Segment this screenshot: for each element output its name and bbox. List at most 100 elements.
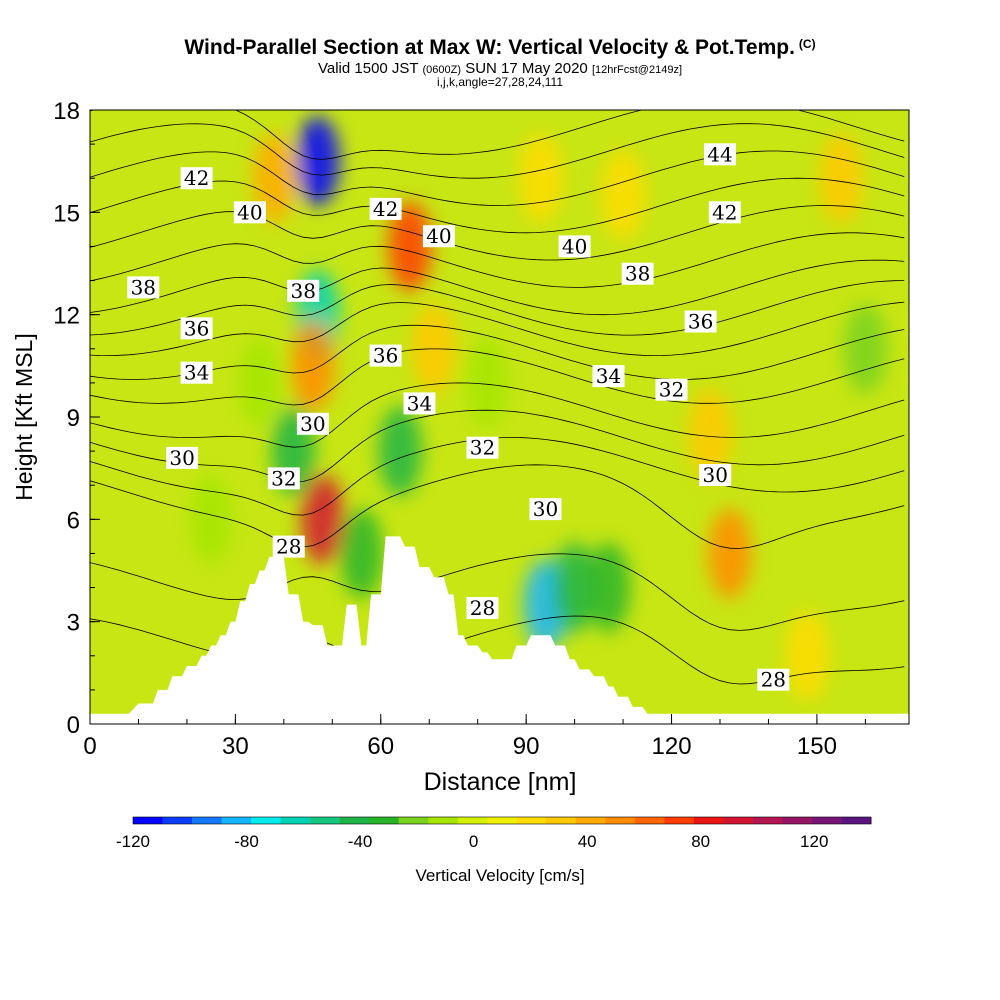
colorbar-tick-label: 80 [691,832,710,851]
colorbar-tick-label: 40 [578,832,597,851]
velocity-cell [688,389,733,480]
svg-text:38: 38 [625,262,650,286]
velocity-cell [378,406,422,497]
y-tick-label: 6 [67,507,80,534]
y-tick-label: 9 [67,405,80,432]
svg-text:34: 34 [596,364,621,388]
colorbar-swatch [752,817,783,824]
x-tick-label: 60 [367,733,394,760]
colorbar-swatch [487,817,518,824]
svg-text:30: 30 [169,446,194,470]
valid-time: Valid 1500 JST [317,60,419,77]
velocity-cell [300,474,345,565]
svg-text:30: 30 [300,412,325,436]
y-tick-label: 12 [53,303,80,330]
theta-contours [90,110,905,685]
colorbar-swatch [634,817,665,824]
theta-label: 30 [529,497,562,521]
svg-text:30: 30 [533,497,558,521]
theta-contour [90,409,905,483]
theta-label: 28 [272,535,305,559]
theta-label: 42 [180,166,213,190]
velocity-cell [785,610,830,701]
velocity-cell [339,508,384,599]
svg-text:42: 42 [184,166,209,190]
y-tick-label: 18 [53,98,80,125]
velocity-cell [295,116,340,207]
colorbar-swatch [221,817,252,824]
colorbar: -120 -80 -40 0 40 80 120 [116,816,872,851]
theta-label: 30 [296,412,329,436]
svg-text:30: 30 [702,463,727,487]
terrain [90,536,909,724]
theta-label: 34 [180,361,213,385]
terrain-profile [90,536,909,724]
theta-label: 36 [180,316,213,340]
velocity-cell [237,337,282,428]
colorbar-tick-label: -40 [348,832,373,851]
svg-text:42: 42 [712,200,737,224]
x-tick-label: 0 [83,733,96,760]
svg-text:36: 36 [373,344,398,368]
theta-contour [90,259,905,316]
velocity-cell [819,133,863,224]
chart-subtitle: Valid 1500 JST (0600Z) SUN 17 May 2020 [… [0,60,1000,77]
theta-label: 30 [166,446,199,470]
svg-text:28: 28 [276,535,301,559]
velocity-cell [843,303,888,394]
theta-label: 28 [466,596,499,620]
theta-contour [90,301,905,357]
theta-contour [90,110,905,160]
velocity-cell [518,133,563,224]
theta-label: 44 [704,142,736,166]
theta-contour [90,205,905,261]
svg-text:38: 38 [290,279,315,303]
theta-label: 40 [233,200,266,224]
svg-text:34: 34 [184,361,209,385]
velocity-cell [388,201,432,292]
svg-text:32: 32 [271,466,296,490]
theta-contour [90,382,905,448]
colorbar-tick-label: 0 [469,832,478,851]
theta-label: 38 [127,275,160,299]
title-tag: (C) [798,37,816,51]
colorbar-tick-label: -120 [116,832,150,851]
svg-text:36: 36 [184,316,209,340]
theta-label: 32 [466,436,499,460]
theta-label: 34 [403,391,436,415]
svg-text:34: 34 [407,391,432,415]
svg-text:28: 28 [470,596,495,620]
colorbar-swatch [605,817,636,824]
theta-labels: 42 40 42 40 40 44 42 38 38 38 36 36 36 34 34 34 32 30 30 32… [127,142,790,692]
theta-label: 38 [621,262,654,286]
svg-text:40: 40 [562,234,587,258]
velocity-cell [465,337,510,428]
colorbar-swatch [162,817,193,824]
theta-contour [90,348,905,406]
theta-label: 40 [558,234,591,258]
velocity-field [90,110,909,724]
svg-text:32: 32 [659,378,684,402]
y-tick-label: 15 [53,200,80,227]
colorbar-swatch [693,817,724,824]
utc-time: (0600Z) [422,64,462,76]
colorbar-swatch [546,817,577,824]
theta-contour [90,553,905,631]
theta-label: 30 [699,463,732,487]
forecast-info: [12hrFcst@2149z] [591,64,682,76]
svg-text:38: 38 [131,275,156,299]
theta-label: 32 [267,466,300,490]
colorbar-swatch [398,817,429,824]
valid-date: SUN 17 May 2020 [465,60,588,77]
chart-title: Wind-Parallel Section at Max W: Vertical… [184,36,816,59]
colorbar-swatch [811,817,842,824]
svg-text:44: 44 [707,142,732,166]
colorbar-swatch [841,817,872,824]
colorbar-tick-label: -80 [234,832,259,851]
x-tick-label: 120 [652,733,692,760]
colorbar-swatch [192,817,223,824]
velocity-cell [552,542,597,633]
colorbar-swatch [339,817,370,824]
